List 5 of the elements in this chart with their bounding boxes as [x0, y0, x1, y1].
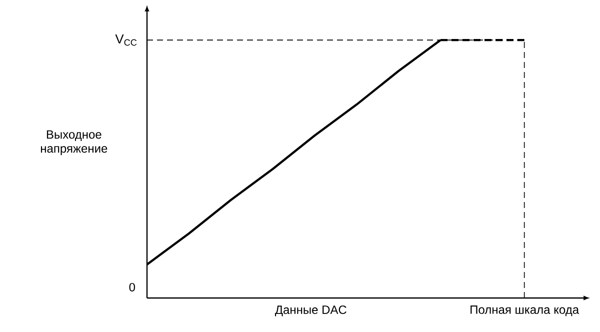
text: Полная шкала кода — [470, 306, 580, 316]
ref-line-label: V$_{CC}$ — [115, 34, 137, 46]
y-axis-title: Выходное напряжение — [40, 130, 108, 156]
text: 0 — [129, 282, 136, 292]
x-axis-title: Данные DAC — [274, 306, 346, 316]
